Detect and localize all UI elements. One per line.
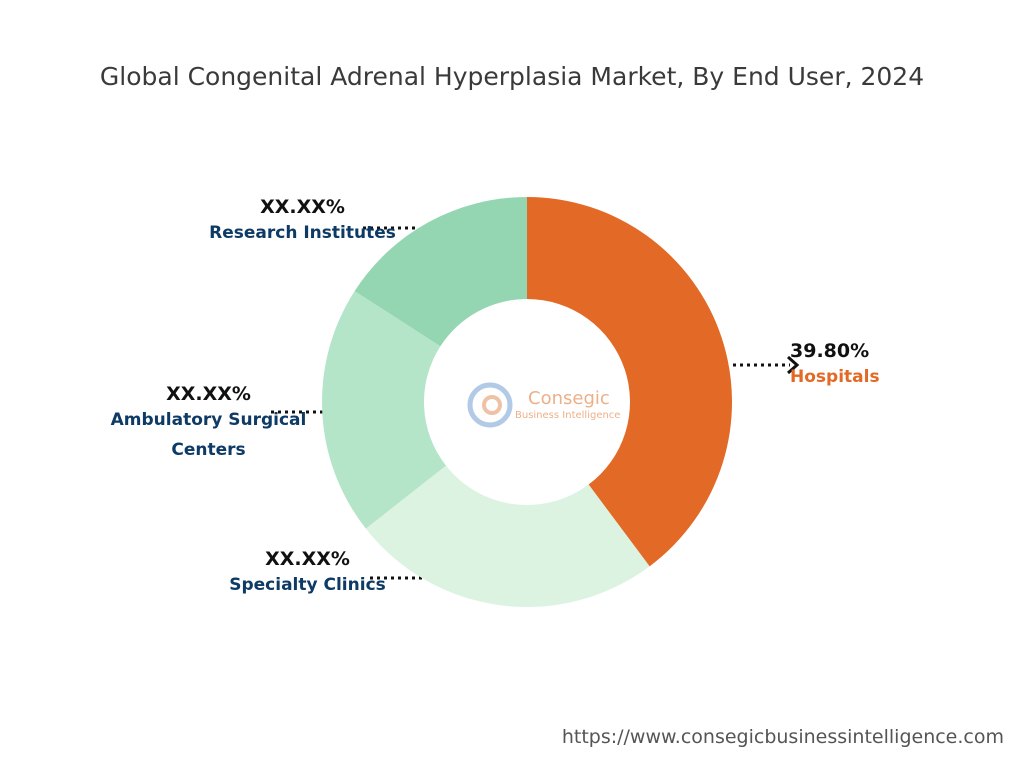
slice-label: XX.XX% Ambulatory Surgical Centers <box>101 383 316 465</box>
arrow-head <box>787 355 800 375</box>
logo-name: Consegic <box>528 388 610 409</box>
donut-slice <box>527 197 732 567</box>
value-label: XX.XX% <box>166 383 251 405</box>
category-label: Research Institutes <box>209 223 396 243</box>
slice-label: 39.80% Hospitals <box>790 340 910 392</box>
value-label: XX.XX% <box>260 196 345 218</box>
donut-slice <box>321 291 447 529</box>
donut <box>321 197 732 607</box>
logo-ring <box>482 395 502 415</box>
category-label: Specialty Clinics <box>229 575 386 595</box>
slice-label: XX.XX% Specialty Clinics <box>200 548 415 600</box>
category-label: Hospitals <box>790 367 880 387</box>
slice-label: XX.XX% Research Institutes <box>195 196 410 248</box>
logo-ring <box>467 382 513 428</box>
donut-slice <box>365 465 650 607</box>
logo-tagline: Business Intelligence <box>515 410 620 421</box>
source-url: https://www.consegicbusinessintelligence… <box>561 726 1004 748</box>
chart-title: Global Congenital Adrenal Hyperplasia Ma… <box>99 62 925 91</box>
category-label: Ambulatory Surgical Centers <box>110 410 307 460</box>
value-label: XX.XX% <box>265 548 350 570</box>
leader-lines <box>271 226 790 580</box>
donut-slice <box>354 197 527 347</box>
logo: Consegic Business Intelligence <box>467 382 620 428</box>
value-label: 39.80% <box>790 340 870 362</box>
